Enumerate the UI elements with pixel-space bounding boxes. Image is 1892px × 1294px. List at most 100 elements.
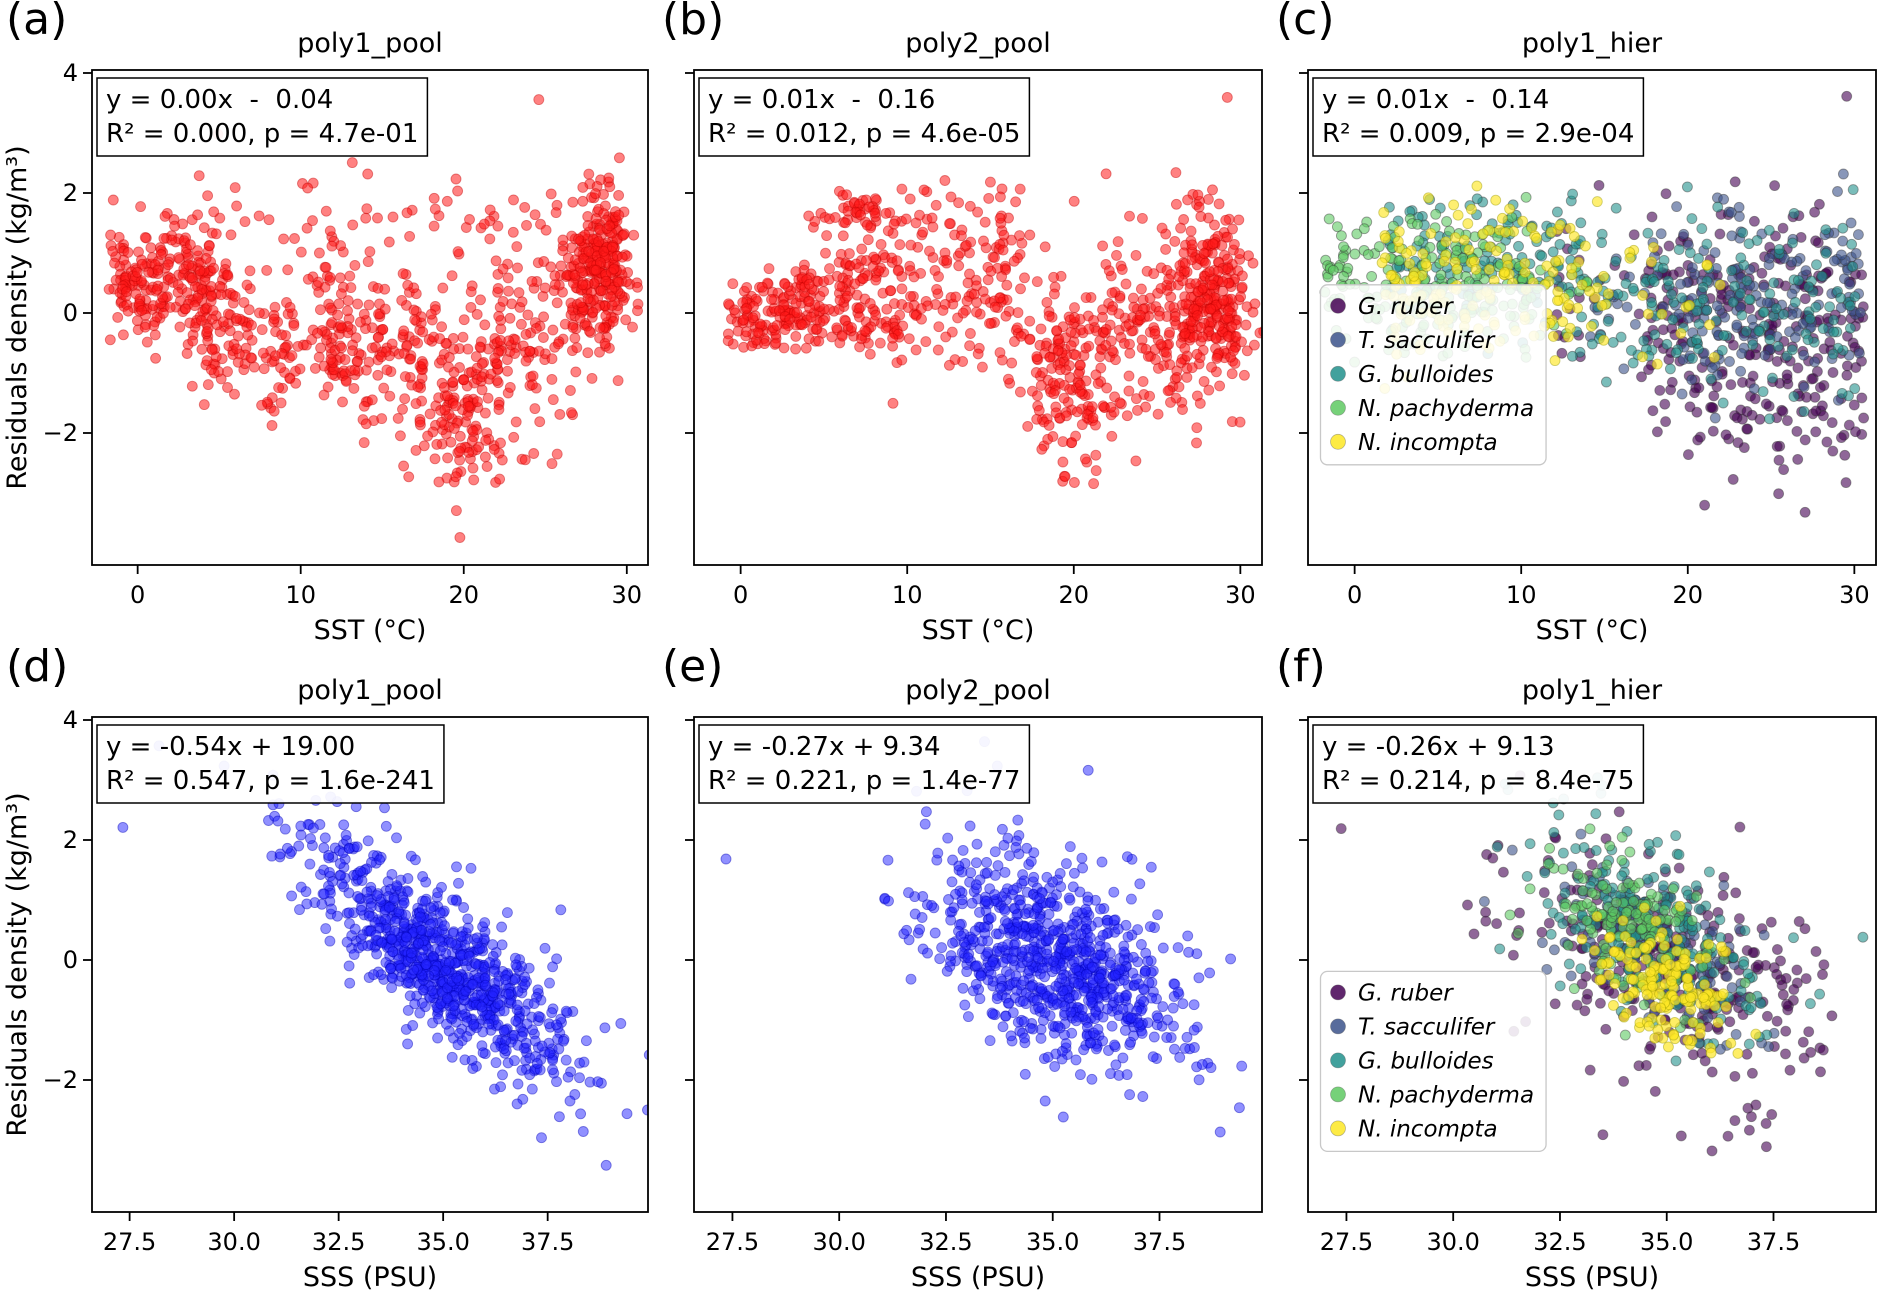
legend-label: T. sacculifer: [1358, 328, 1496, 354]
annotation-box: y = 0.01x - 0.16 R² = 0.012, p = 4.6e-05: [698, 77, 1031, 157]
annotation-line2: R² = 0.547, p = 1.6e-241: [106, 766, 435, 796]
annotation-frame: [1312, 77, 1645, 157]
annotation-line1: y = -0.54x + 19.00: [106, 732, 355, 762]
annotation-frame: [698, 724, 1031, 804]
x-tick-label: 30: [1839, 581, 1870, 609]
legend-label: N. pachyderma: [1358, 1082, 1534, 1108]
annotation-line2: R² = 0.221, p = 1.4e-77: [708, 766, 1020, 796]
scatter-points: [103, 94, 644, 543]
axes-frame: [1307, 716, 1877, 1213]
x-tick-label: 35.0: [416, 1228, 469, 1256]
panel-letter-a: (a): [6, 0, 68, 45]
x-axis-label: SSS (PSU): [911, 1262, 1045, 1293]
x-tick-label: 20: [1673, 581, 1704, 609]
x-tick-label: 0: [733, 581, 748, 609]
x-tick-label: 27.5: [706, 1228, 759, 1256]
x-axis-label: SST (°C): [314, 615, 427, 646]
x-tick-label: 37.5: [521, 1228, 574, 1256]
x-tick-label: 30.0: [1426, 1228, 1479, 1256]
x-tick-label: 35.0: [1640, 1228, 1693, 1256]
legend-label: N. incompta: [1358, 1116, 1498, 1142]
annotation-frame: [698, 77, 1031, 157]
y-tick-label: 2: [63, 179, 78, 207]
x-tick-label: 20: [448, 581, 479, 609]
axes-frame: [693, 716, 1263, 1213]
x-axis-label: SSS (PSU): [1525, 1262, 1659, 1293]
panel-b: (b) 0 10 20 30 poly2_pool SST (°C) y = 0.01x -…: [662, 0, 1278, 647]
panel-a: (a) 0 10 20 30 −2 0 2 4 poly1_pool SST (°C) Residu…: [0, 0, 664, 647]
legend-label: G. bulloides: [1358, 362, 1494, 388]
legend-label: G. bulloides: [1358, 1048, 1494, 1074]
panel-letter-c: (c): [1276, 0, 1335, 45]
axes-frame: [1307, 69, 1877, 566]
x-tick-label: 10: [285, 581, 316, 609]
scatter-points: [722, 91, 1262, 490]
x-tick-label: 37.5: [1747, 1228, 1800, 1256]
panel-letter-f: (f): [1276, 641, 1326, 692]
scatter-points: [117, 740, 648, 1171]
annotation-line1: y = 0.01x - 0.14: [1322, 85, 1549, 115]
axes-frame: [91, 716, 649, 1213]
x-tick-label: 32.5: [312, 1228, 365, 1256]
annotation-box: y = -0.27x + 9.34 R² = 0.221, p = 1.4e-77: [698, 724, 1031, 804]
legend-marker: [1330, 433, 1346, 450]
plot-title: poly1_pool: [297, 28, 443, 59]
legend-marker: [1330, 1052, 1346, 1069]
x-tick-label: 30: [612, 581, 643, 609]
x-tick-label: 35.0: [1026, 1228, 1079, 1256]
scatter-plot-f: 27.5 30.0 32.5 35.0 37.5 poly1_hier SSS (PSU) y…: [1299, 675, 1877, 1293]
x-axis-label: SST (°C): [1536, 615, 1649, 646]
legend-marker: [1330, 984, 1346, 1001]
y-tick-label: −2: [43, 1066, 78, 1094]
annotation-frame: [96, 724, 445, 804]
legend-frame: [1319, 970, 1547, 1153]
annotation-line1: y = -0.27x + 9.34: [708, 732, 941, 762]
annotation-frame: [1312, 724, 1645, 804]
x-tick-label: 20: [1059, 581, 1090, 609]
x-tick-label: 10: [1506, 581, 1537, 609]
y-tick-label: 2: [63, 826, 78, 854]
plot-title: poly1_hier: [1522, 675, 1663, 706]
y-axis-label: Residuals density (kg/m³): [2, 792, 33, 1136]
annotation-line2: R² = 0.012, p = 4.6e-05: [708, 119, 1020, 149]
x-tick-label: 27.5: [103, 1228, 156, 1256]
annotation-frame: [96, 77, 429, 157]
legend-label: G. ruber: [1358, 294, 1454, 320]
annotation-line1: y = -0.26x + 9.13: [1322, 732, 1555, 762]
scatter-points: [1335, 770, 1869, 1157]
x-axis-label: SSS (PSU): [303, 1262, 437, 1293]
panel-letter-b: (b): [662, 0, 725, 45]
legend-marker: [1330, 1120, 1346, 1137]
annotation-line1: y = 0.00x - 0.04: [106, 85, 333, 115]
legend-marker: [1330, 1086, 1346, 1103]
y-tick-label: 0: [63, 299, 78, 327]
x-tick-label: 37.5: [1133, 1228, 1186, 1256]
legend-marker: [1330, 1018, 1346, 1035]
panel-c: (c) 0 10 20 30 poly1_hier SST (°C) y = 0.01x -…: [1276, 0, 1892, 647]
scatter-points: [720, 736, 1248, 1138]
plot-title: poly2_pool: [905, 675, 1051, 706]
scatter-plot-e: 27.5 30.0 32.5 35.0 37.5 poly2_pool SSS (PSU) y…: [685, 675, 1263, 1293]
x-tick-label: 30: [1225, 581, 1256, 609]
legend-label: T. sacculifer: [1358, 1014, 1496, 1040]
legend-label: N. incompta: [1358, 430, 1498, 456]
x-tick-label: 10: [892, 581, 923, 609]
legend-marker: [1330, 399, 1346, 416]
panel-letter-d: (d): [6, 641, 69, 692]
scatter-plot-b: 0 10 20 30 poly2_pool SST (°C) y = 0.01x - 0.1…: [685, 28, 1263, 646]
y-tick-label: 4: [63, 706, 78, 734]
panel-letter-e: (e): [662, 641, 724, 692]
plot-title: poly1_hier: [1522, 28, 1663, 59]
x-axis-label: SST (°C): [922, 615, 1035, 646]
y-tick-label: −2: [43, 419, 78, 447]
annotation-box: y = -0.26x + 9.13 R² = 0.214, p = 8.4e-75: [1312, 724, 1645, 804]
legend-marker: [1330, 297, 1346, 314]
annotation-box: y = 0.01x - 0.14 R² = 0.009, p = 2.9e-04: [1312, 77, 1645, 157]
scatter-plot-c: 0 10 20 30 poly1_hier SST (°C) y = 0.01x - 0.1…: [1299, 28, 1877, 646]
annotation-line2: R² = 0.214, p = 8.4e-75: [1322, 766, 1634, 796]
y-tick-label: 0: [63, 946, 78, 974]
x-tick-label: 27.5: [1320, 1228, 1373, 1256]
annotation-line1: y = 0.01x - 0.16: [708, 85, 935, 115]
panel-d: (d) 27.5 30.0 32.5 35.0 37.5 −2 0 2 4 poly1_pool S…: [0, 642, 664, 1294]
